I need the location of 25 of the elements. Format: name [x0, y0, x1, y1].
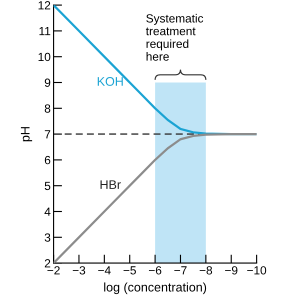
- x-tick-label: −5: [124, 266, 136, 275]
- x-axis-title: log (concentration): [104, 282, 206, 294]
- x-tick-label: −2: [47, 266, 60, 274]
- series-label: KOH: [98, 77, 123, 86]
- y-tick-label: 4: [44, 208, 50, 216]
- y-tick-label: 12: [38, 1, 50, 10]
- y-axis-title: pH: [20, 127, 32, 142]
- y-tick-label: 8: [44, 104, 50, 113]
- x-tick-label: −6: [148, 266, 162, 275]
- y-tick-label: 9: [44, 78, 50, 87]
- x-tick-label: −9: [225, 266, 238, 275]
- y-tick-label: 3: [44, 233, 50, 242]
- y-tick-label: 7: [44, 130, 50, 138]
- series-label: HBr: [100, 180, 121, 189]
- x-tick-label: −3: [72, 266, 86, 275]
- y-tick-label: 10: [38, 52, 50, 62]
- x-tick-label: −8: [200, 266, 212, 275]
- y-tick-label: 6: [44, 156, 50, 164]
- annotation: Systematic treatment required here: [146, 14, 204, 61]
- x-tick-label: −7: [174, 266, 187, 274]
- y-tick-label: 5: [44, 182, 50, 190]
- y-tick-label: 11: [39, 27, 50, 36]
- x-tick-label: −10: [247, 266, 266, 275]
- x-tick-label: −4: [98, 266, 111, 274]
- y-tick-label: 2: [44, 259, 50, 268]
